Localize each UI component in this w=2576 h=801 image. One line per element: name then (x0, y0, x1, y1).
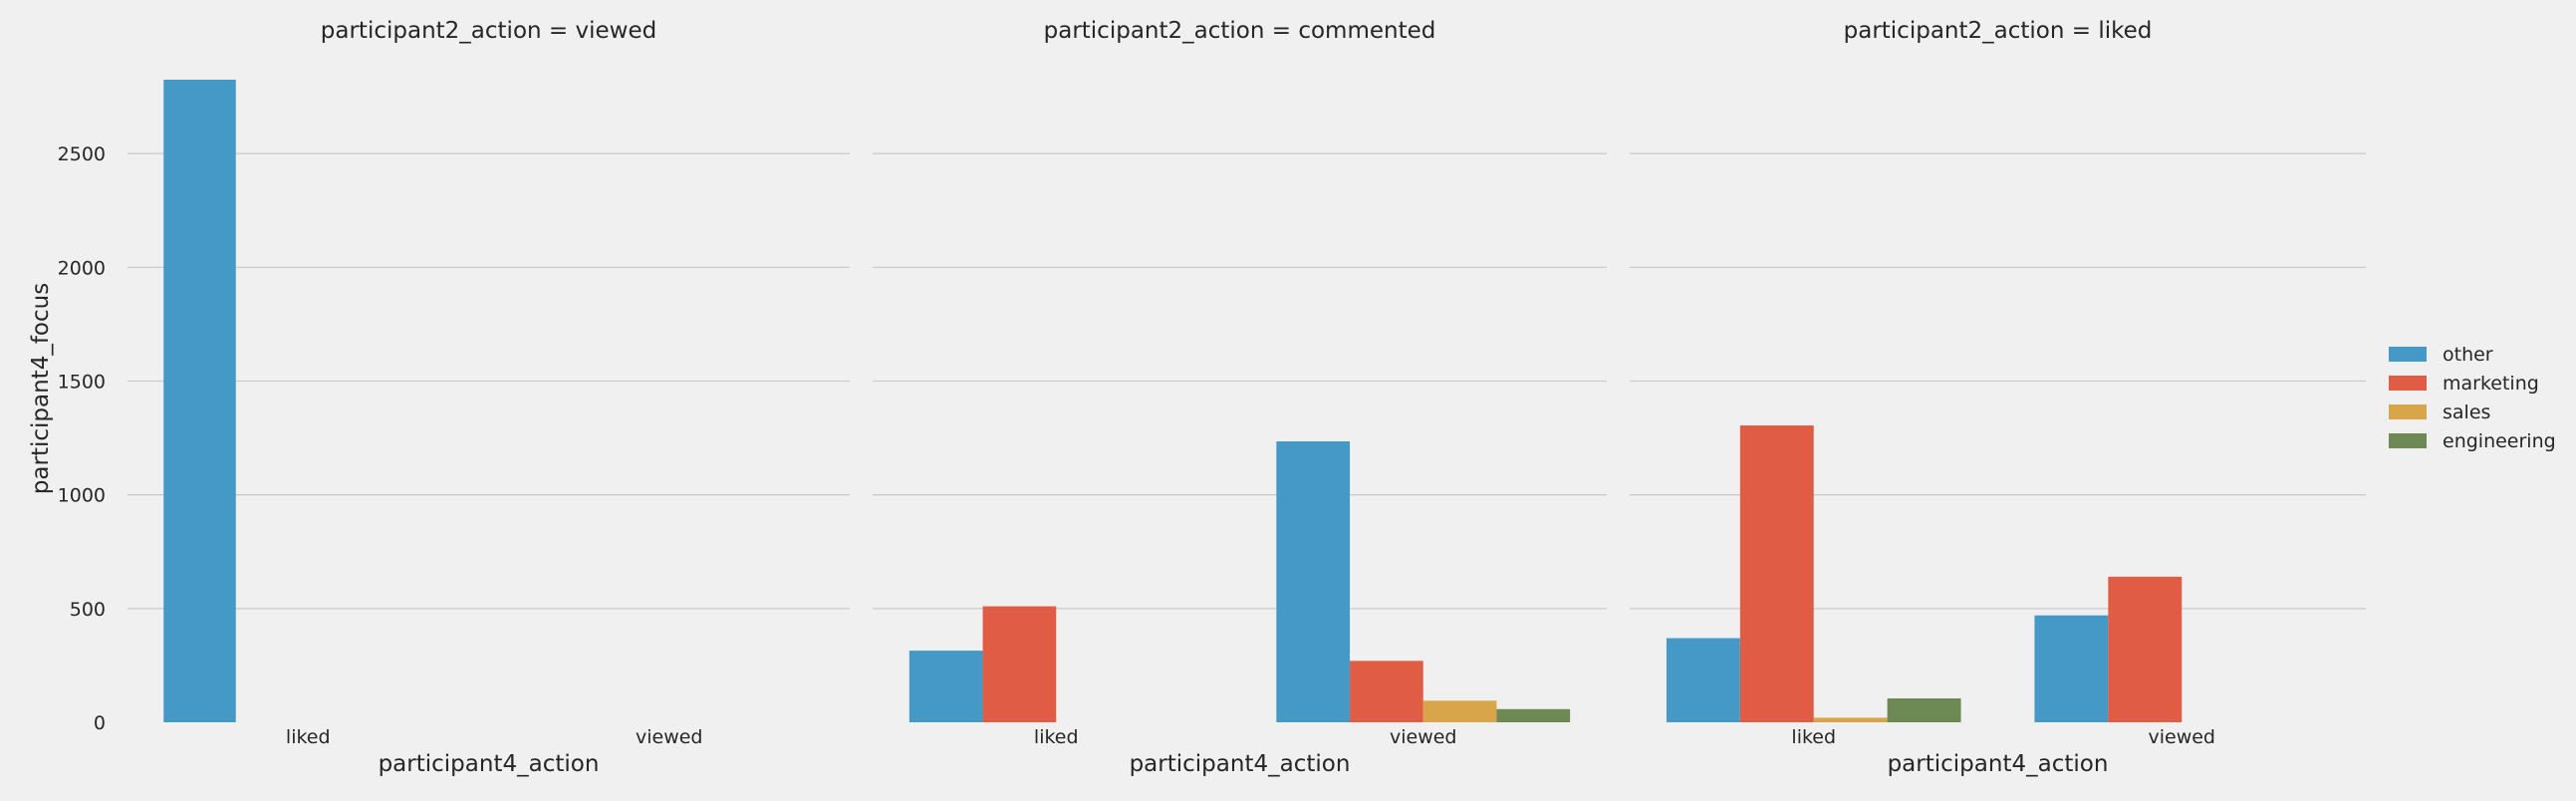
bar (2034, 615, 2109, 722)
bar (1813, 717, 1888, 722)
facet-title: participant2_action = liked (1844, 18, 2153, 44)
legend-label: sales (2443, 401, 2490, 423)
legend-label: other (2443, 344, 2493, 366)
bar (982, 606, 1057, 722)
x-tick-label: viewed (636, 726, 703, 748)
y-tick-label: 2500 (58, 143, 106, 165)
legend-swatch (2389, 347, 2427, 362)
facet-title: participant2_action = viewed (321, 18, 656, 44)
bar (1887, 698, 1961, 722)
bar (1422, 700, 1497, 722)
y-tick-label: 1500 (58, 372, 106, 394)
bar (1666, 638, 1740, 722)
y-tick-label: 0 (94, 712, 106, 734)
x-tick-label: viewed (2148, 726, 2215, 748)
x-tick-label: viewed (1390, 726, 1457, 748)
bar (1496, 708, 1571, 722)
x-tick-label: liked (1034, 726, 1079, 748)
bar (2108, 576, 2183, 722)
legend-label: marketing (2443, 373, 2539, 395)
y-tick-label: 500 (70, 599, 106, 621)
x-axis-label: participant4_action (1888, 751, 2109, 777)
x-tick-label: liked (1791, 726, 1836, 748)
y-tick-label: 2000 (58, 257, 106, 279)
bar (908, 651, 983, 722)
facet-title: participant2_action = commented (1044, 18, 1436, 44)
legend-swatch (2389, 433, 2427, 448)
bar (163, 80, 236, 722)
legend-swatch (2389, 404, 2427, 419)
bar (1276, 441, 1351, 722)
legend-label: engineering (2443, 430, 2556, 452)
y-axis-label: participant4_focus (28, 283, 54, 494)
bar (1739, 425, 1814, 722)
legend-swatch (2389, 376, 2427, 391)
x-tick-label: liked (286, 726, 331, 748)
bar (1350, 661, 1423, 722)
x-axis-label: participant4_action (1130, 751, 1351, 777)
x-axis-label: participant4_action (379, 751, 600, 777)
y-tick-label: 1000 (58, 485, 106, 507)
